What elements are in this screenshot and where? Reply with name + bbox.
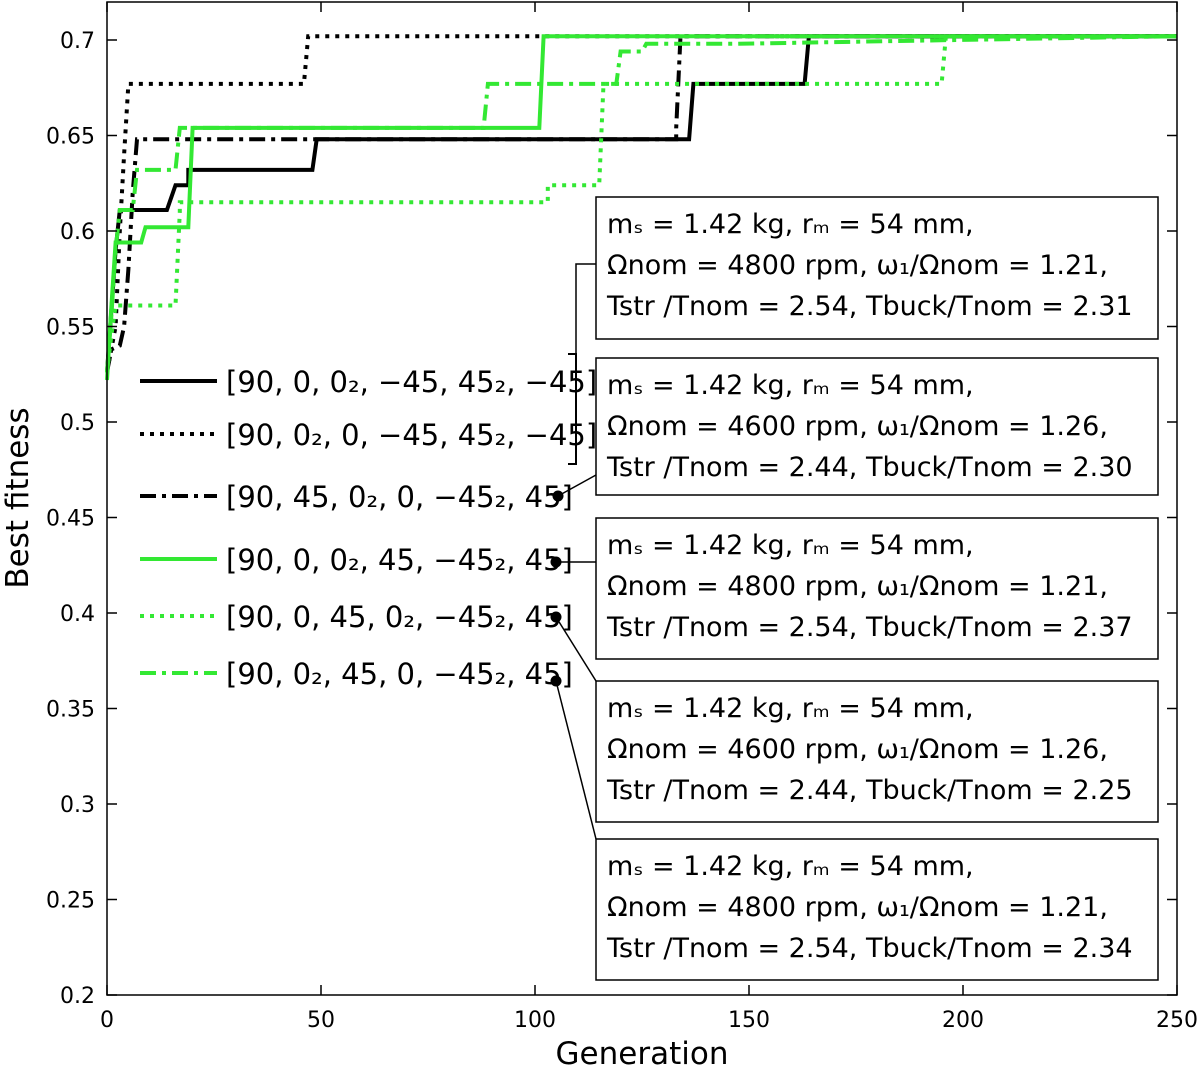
legend-label-6: [90, 0₂, 45, 0, −45₂, 45]: [226, 657, 573, 691]
y-tick-label: 0.55: [46, 316, 95, 341]
legend-label-2: [90, 0₂, 0, −45, 45₂, −45]: [226, 418, 597, 452]
annotation-leader-5: [555, 680, 597, 840]
annotation-text: Tstr /Tnom = 2.54, Tbuck/Tnom = 2.31: [606, 291, 1133, 322]
annotation-text: Tstr /Tnom = 2.54, Tbuck/Tnom = 2.34: [606, 933, 1133, 964]
ticks-layer: 0 50 100 150 200 250 0.2 0.25 0.3 0.35 0.4 0.45 0.5 0…: [46, 2, 1198, 1033]
legend-label-5: [90, 0, 45, 0₂, −45₂, 45]: [226, 600, 573, 634]
annotation-text: mₛ = 1.42 kg, rₘ = 54 mm,: [607, 693, 974, 724]
y-axis-label: Best fitness: [0, 407, 36, 588]
annotation-text: Ωnom = 4800 rpm, ω₁/Ωnom = 1.21,: [607, 250, 1108, 281]
annotation-box-3: [595, 517, 1159, 660]
annotation-text: Tstr /Tnom = 2.44, Tbuck/Tnom = 2.25: [606, 775, 1133, 806]
annotation-box-5: [595, 838, 1159, 981]
annotation-text: mₛ = 1.42 kg, rₘ = 54 mm,: [607, 530, 974, 561]
plot-frame: [106, 1, 1178, 996]
y-tick-label: 0.4: [60, 602, 95, 627]
x-tick-label: 0: [100, 1008, 114, 1033]
y-tick-label: 0.7: [60, 29, 95, 54]
y-tick-label: 0.25: [46, 889, 95, 914]
y-tick-label: 0.2: [60, 984, 95, 1009]
annotation-text: mₛ = 1.42 kg, rₘ = 54 mm,: [607, 370, 974, 401]
x-tick-label: 100: [514, 1008, 556, 1033]
annotation-box-2: [595, 357, 1159, 496]
annotation-box-1: [595, 196, 1159, 340]
y-tick-label: 0.3: [60, 793, 95, 818]
annotation-text: Ωnom = 4600 rpm, ω₁/Ωnom = 1.26,: [607, 734, 1108, 765]
annotation-box-4: [595, 680, 1159, 823]
annotation-leader-4: [555, 616, 597, 682]
x-axis-label: Generation: [556, 1036, 729, 1070]
legend-label-3: [90, 45, 0₂, 0, −45₂, 45]: [226, 480, 573, 514]
series-line-6: [105, 34, 1178, 373]
series-layer: [105, 34, 1178, 381]
annotation-text: Tstr /Tnom = 2.54, Tbuck/Tnom = 2.37: [606, 612, 1133, 643]
y-tick-label: 0.65: [46, 125, 95, 150]
y-tick-label: 0.35: [46, 698, 95, 723]
x-tick-label: 250: [1156, 1008, 1198, 1033]
legend: [90, 0, 0₂, −45, 45₂, −45] [90, 0₂, 0, −4…: [140, 365, 597, 691]
annotation-text: Tstr /Tnom = 2.44, Tbuck/Tnom = 2.30: [606, 452, 1133, 483]
annotations: mₛ = 1.42 kg, rₘ = 54 mm, Ωnom = 4800 rpm…: [550, 196, 1159, 981]
annotation-leader-1: [575, 263, 596, 410]
annotation-text: Ωnom = 4800 rpm, ω₁/Ωnom = 1.21,: [607, 892, 1108, 923]
x-tick-label: 50: [307, 1008, 335, 1033]
annotation-text: mₛ = 1.42 kg, rₘ = 54 mm,: [607, 209, 974, 240]
annotation-text: Ωnom = 4600 rpm, ω₁/Ωnom = 1.26,: [607, 411, 1108, 442]
annotation-text: Ωnom = 4800 rpm, ω₁/Ωnom = 1.21,: [607, 571, 1108, 602]
y-tick-label: 0.5: [60, 411, 95, 436]
legend-label-1: [90, 0, 0₂, −45, 45₂, −45]: [226, 365, 597, 399]
y-tick-label: 0.6: [60, 220, 95, 245]
legend-label-4: [90, 0, 0₂, 45, −45₂, 45]: [226, 543, 573, 577]
annotation-text: mₛ = 1.42 kg, rₘ = 54 mm,: [607, 851, 974, 882]
x-tick-label: 150: [728, 1008, 770, 1033]
y-tick-label: 0.45: [46, 507, 95, 532]
annotation-leader-2: [557, 474, 597, 497]
x-tick-label: 200: [942, 1008, 984, 1033]
